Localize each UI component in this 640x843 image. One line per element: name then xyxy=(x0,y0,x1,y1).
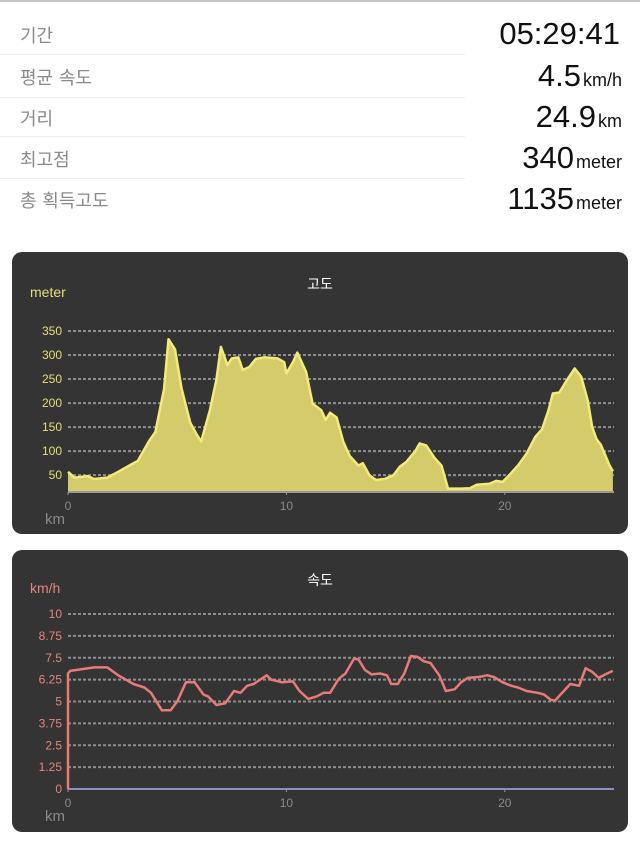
chart-title: 고도 xyxy=(307,276,333,292)
y-tick-label: 50 xyxy=(49,468,63,482)
x-tick-label: 20 xyxy=(498,796,512,810)
stat-number: 340 xyxy=(522,140,574,175)
x-tick-label: 0 xyxy=(65,499,72,513)
divider xyxy=(0,178,465,179)
y-tick-label: 250 xyxy=(42,372,62,386)
speed-chart: 속도 km/h 0 1.25 2.5 3.75 5 6.25 7.5 8.75 10 0 10 20 km xyxy=(30,572,614,825)
y-tick-label: 2.5 xyxy=(45,738,62,752)
y-tick-label: 6.25 xyxy=(39,673,63,687)
stat-row: 최고점 340 meter xyxy=(0,138,640,178)
speed-chart-card: 속도 km/h 0 1.25 2.5 3.75 5 6.25 7.5 8.75 10 0 10 20 km xyxy=(12,550,628,832)
x-axis-unit-label: km xyxy=(45,808,65,825)
y-tick-label: 7.5 xyxy=(45,651,62,665)
top-border xyxy=(0,0,640,2)
stat-row: 기간 05:29:41 xyxy=(0,14,640,54)
stat-value: 340 meter xyxy=(522,140,622,176)
stat-row: 거리 24.9 km xyxy=(0,97,640,137)
stat-unit: km/h xyxy=(582,70,622,90)
chart-title: 속도 xyxy=(307,572,333,588)
x-tick-label: 20 xyxy=(498,499,512,513)
stat-row: 총 획득고도 1135 meter xyxy=(0,179,640,219)
elevation-chart: 고도 meter 50 100 150 200 250 300 350 0 10 20 km xyxy=(30,276,614,528)
y-tick-label: 10 xyxy=(49,607,63,621)
stat-unit: km xyxy=(598,111,622,131)
stat-label: 기간 xyxy=(20,26,54,47)
stat-row: 평균 속도 4.5 km/h xyxy=(0,56,640,96)
divider xyxy=(0,54,465,55)
stat-label: 총 획득고도 xyxy=(20,191,109,212)
stat-number: 1135 xyxy=(507,181,574,216)
stat-label: 최고점 xyxy=(20,150,70,171)
x-tick-label: 0 xyxy=(65,796,72,810)
stat-number: 05:29:41 xyxy=(499,16,620,51)
x-axis-unit-label: km xyxy=(45,511,65,528)
stat-number: 24.9 xyxy=(535,99,596,134)
elevation-chart-card: 고도 meter 50 100 150 200 250 300 350 0 10 20 km xyxy=(12,252,628,534)
y-tick-label: 0 xyxy=(55,782,62,796)
stat-label: 거리 xyxy=(20,109,54,130)
stat-value: 05:29:41 xyxy=(499,16,622,52)
y-axis-unit-label: km/h xyxy=(30,580,60,596)
y-tick-label: 5 xyxy=(55,695,62,709)
y-tick-label: 200 xyxy=(42,396,62,410)
y-tick-label: 1.25 xyxy=(39,760,63,774)
y-tick-label: 300 xyxy=(42,348,62,362)
x-tick-label: 10 xyxy=(280,796,294,810)
stat-value: 4.5 km/h xyxy=(538,58,622,94)
y-tick-label: 3.75 xyxy=(39,716,63,730)
stat-value: 24.9 km xyxy=(536,99,622,135)
stat-value: 1135 meter xyxy=(507,181,622,217)
divider xyxy=(0,97,465,98)
stat-unit: meter xyxy=(575,193,622,213)
speed-line xyxy=(66,654,614,789)
y-tick-label: 350 xyxy=(42,324,62,338)
stat-number: 4.5 xyxy=(537,58,581,93)
stat-unit: meter xyxy=(575,152,622,172)
y-tick-label: 150 xyxy=(42,420,62,434)
y-tick-label: 100 xyxy=(42,444,62,458)
elevation-area xyxy=(68,339,613,492)
divider xyxy=(0,136,465,137)
y-axis-unit-label: meter xyxy=(30,284,66,300)
x-tick-label: 10 xyxy=(280,499,294,513)
stat-label: 평균 속도 xyxy=(20,68,92,89)
y-tick-label: 8.75 xyxy=(39,629,63,643)
